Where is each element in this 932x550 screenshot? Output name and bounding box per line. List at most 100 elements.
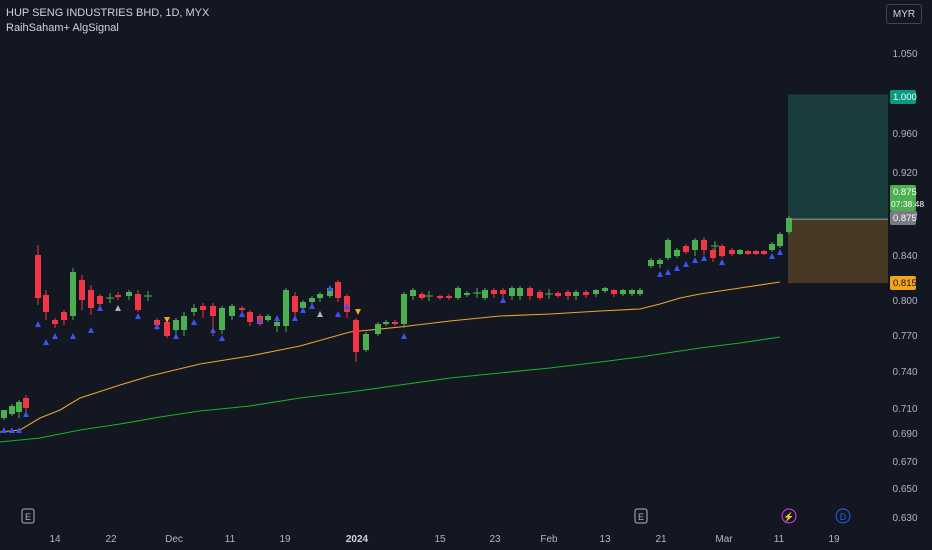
candle[interactable] xyxy=(1,410,7,418)
candle[interactable] xyxy=(154,320,160,325)
candle[interactable] xyxy=(181,316,187,330)
candle[interactable] xyxy=(23,398,29,408)
candle[interactable] xyxy=(683,246,689,252)
candle[interactable] xyxy=(719,246,725,256)
candle[interactable] xyxy=(79,280,85,300)
candle[interactable] xyxy=(126,292,132,296)
x-tick-label: Feb xyxy=(540,534,558,545)
candle[interactable] xyxy=(383,322,389,324)
candle[interactable] xyxy=(637,290,643,294)
neutral-signal xyxy=(317,311,323,317)
candle[interactable] xyxy=(565,292,571,296)
earnings-marker-box[interactable] xyxy=(21,508,35,524)
candle[interactable] xyxy=(446,296,452,298)
x-tick-label: 23 xyxy=(489,534,501,545)
candle[interactable] xyxy=(437,296,443,298)
candle[interactable] xyxy=(35,255,41,298)
candle[interactable] xyxy=(52,320,58,324)
candle[interactable] xyxy=(392,322,398,324)
buy-signal xyxy=(257,317,263,323)
candle[interactable] xyxy=(292,296,298,312)
split-marker: ⚡ xyxy=(783,511,794,523)
buy-signal xyxy=(70,333,76,339)
buy-signal xyxy=(683,261,689,267)
candle[interactable] xyxy=(593,290,599,294)
candle[interactable] xyxy=(200,306,206,310)
candle[interactable] xyxy=(327,288,333,296)
candle[interactable] xyxy=(665,240,671,258)
candle[interactable] xyxy=(769,244,775,250)
event-marker-ring[interactable] xyxy=(781,508,797,524)
candle[interactable] xyxy=(500,290,506,294)
candle[interactable] xyxy=(701,240,707,250)
candle[interactable] xyxy=(455,288,461,298)
event-marker-ring[interactable] xyxy=(835,508,851,524)
candle[interactable] xyxy=(737,250,743,254)
candle[interactable] xyxy=(620,290,626,294)
candle[interactable] xyxy=(16,402,22,412)
candle[interactable] xyxy=(191,308,197,312)
candle[interactable] xyxy=(629,290,635,294)
candle[interactable] xyxy=(115,295,121,297)
candle[interactable] xyxy=(710,250,716,258)
candle[interactable] xyxy=(517,288,523,296)
candle[interactable] xyxy=(43,295,49,312)
candle[interactable] xyxy=(648,260,654,266)
buy-signal xyxy=(16,427,22,433)
candle[interactable] xyxy=(491,290,497,294)
candle[interactable] xyxy=(777,234,783,246)
candle[interactable] xyxy=(300,302,306,308)
candle[interactable] xyxy=(583,292,589,295)
candle[interactable] xyxy=(611,290,617,294)
candle[interactable] xyxy=(657,260,663,264)
earnings-marker-box[interactable] xyxy=(634,508,648,524)
candle[interactable] xyxy=(464,293,470,295)
candle[interactable] xyxy=(265,316,271,320)
candle[interactable] xyxy=(210,306,216,316)
candle[interactable] xyxy=(135,294,141,310)
candle[interactable] xyxy=(88,290,94,308)
candle[interactable] xyxy=(410,290,416,296)
candle[interactable] xyxy=(335,282,341,298)
candle[interactable] xyxy=(674,250,680,256)
y-tick-label: 0.650 xyxy=(892,484,917,495)
candle[interactable] xyxy=(401,294,407,324)
candle[interactable] xyxy=(274,322,280,326)
last-price-bg xyxy=(890,185,916,211)
candle[interactable] xyxy=(97,296,103,304)
candle[interactable] xyxy=(753,251,759,254)
candle[interactable] xyxy=(482,290,488,298)
candle[interactable] xyxy=(555,293,561,296)
candle[interactable] xyxy=(573,292,579,296)
candle[interactable] xyxy=(509,288,515,296)
candle[interactable] xyxy=(692,240,698,250)
candle[interactable] xyxy=(419,294,425,298)
candle[interactable] xyxy=(317,294,323,298)
candle[interactable] xyxy=(602,288,608,291)
candle[interactable] xyxy=(164,322,170,336)
candle[interactable] xyxy=(173,320,179,330)
candle[interactable] xyxy=(247,312,253,322)
candle[interactable] xyxy=(527,288,533,296)
entry-price-label: 0.875 xyxy=(893,213,917,224)
candle[interactable] xyxy=(219,308,225,330)
candle[interactable] xyxy=(786,218,792,232)
candle[interactable] xyxy=(9,406,15,414)
candle[interactable] xyxy=(61,312,67,320)
candle[interactable] xyxy=(537,292,543,298)
candle[interactable] xyxy=(239,308,245,310)
candle[interactable] xyxy=(729,250,735,254)
target-price-label: 1.000 xyxy=(893,92,917,103)
candle[interactable] xyxy=(761,251,767,254)
candle[interactable] xyxy=(375,324,381,334)
currency-button[interactable]: MYR xyxy=(886,4,922,24)
candle[interactable] xyxy=(70,272,76,316)
indicator-legend[interactable]: RaihSaham+ AlgSignal xyxy=(6,22,119,34)
candle[interactable] xyxy=(363,334,369,350)
candle[interactable] xyxy=(745,251,751,254)
candle[interactable] xyxy=(229,306,235,316)
candle[interactable] xyxy=(283,290,289,326)
candle[interactable] xyxy=(353,320,359,352)
candle[interactable] xyxy=(309,298,315,302)
